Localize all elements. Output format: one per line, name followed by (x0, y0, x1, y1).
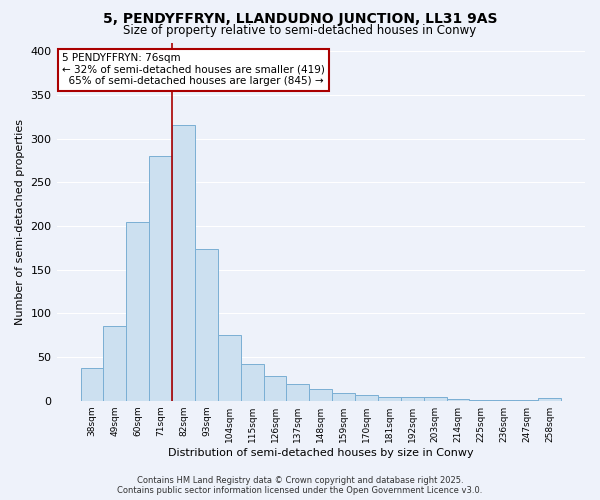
Bar (172, 126, 195, 400)
X-axis label: Distribution of semi-detached houses by size in Conwy: Distribution of semi-detached houses by … (168, 448, 473, 458)
Text: Size of property relative to semi-detached houses in Conwy: Size of property relative to semi-detach… (124, 24, 476, 37)
Bar (286, 384, 310, 400)
Text: 5 PENDYFFRYN: 76sqm
← 32% of semi-detached houses are smaller (419)
  65% of sem: 5 PENDYFFRYN: 76sqm ← 32% of semi-detach… (62, 53, 325, 86)
Bar (310, 390, 332, 400)
Bar (263, 376, 286, 400)
Bar (538, 398, 561, 400)
Bar (218, 335, 241, 400)
Bar (355, 394, 378, 400)
Bar (103, 326, 127, 400)
Bar (378, 397, 401, 400)
Bar (446, 399, 469, 400)
Bar (80, 368, 103, 400)
Bar (424, 397, 446, 400)
Text: 5, PENDYFFRYN, LLANDUDNO JUNCTION, LL31 9AS: 5, PENDYFFRYN, LLANDUDNO JUNCTION, LL31 … (103, 12, 497, 26)
Text: Contains HM Land Registry data © Crown copyright and database right 2025.
Contai: Contains HM Land Registry data © Crown c… (118, 476, 482, 495)
Bar (195, 248, 218, 400)
Bar (149, 156, 172, 400)
Bar (332, 393, 355, 400)
Bar (127, 222, 149, 400)
Y-axis label: Number of semi-detached properties: Number of semi-detached properties (15, 118, 25, 324)
Bar (401, 397, 424, 400)
Bar (241, 364, 263, 401)
